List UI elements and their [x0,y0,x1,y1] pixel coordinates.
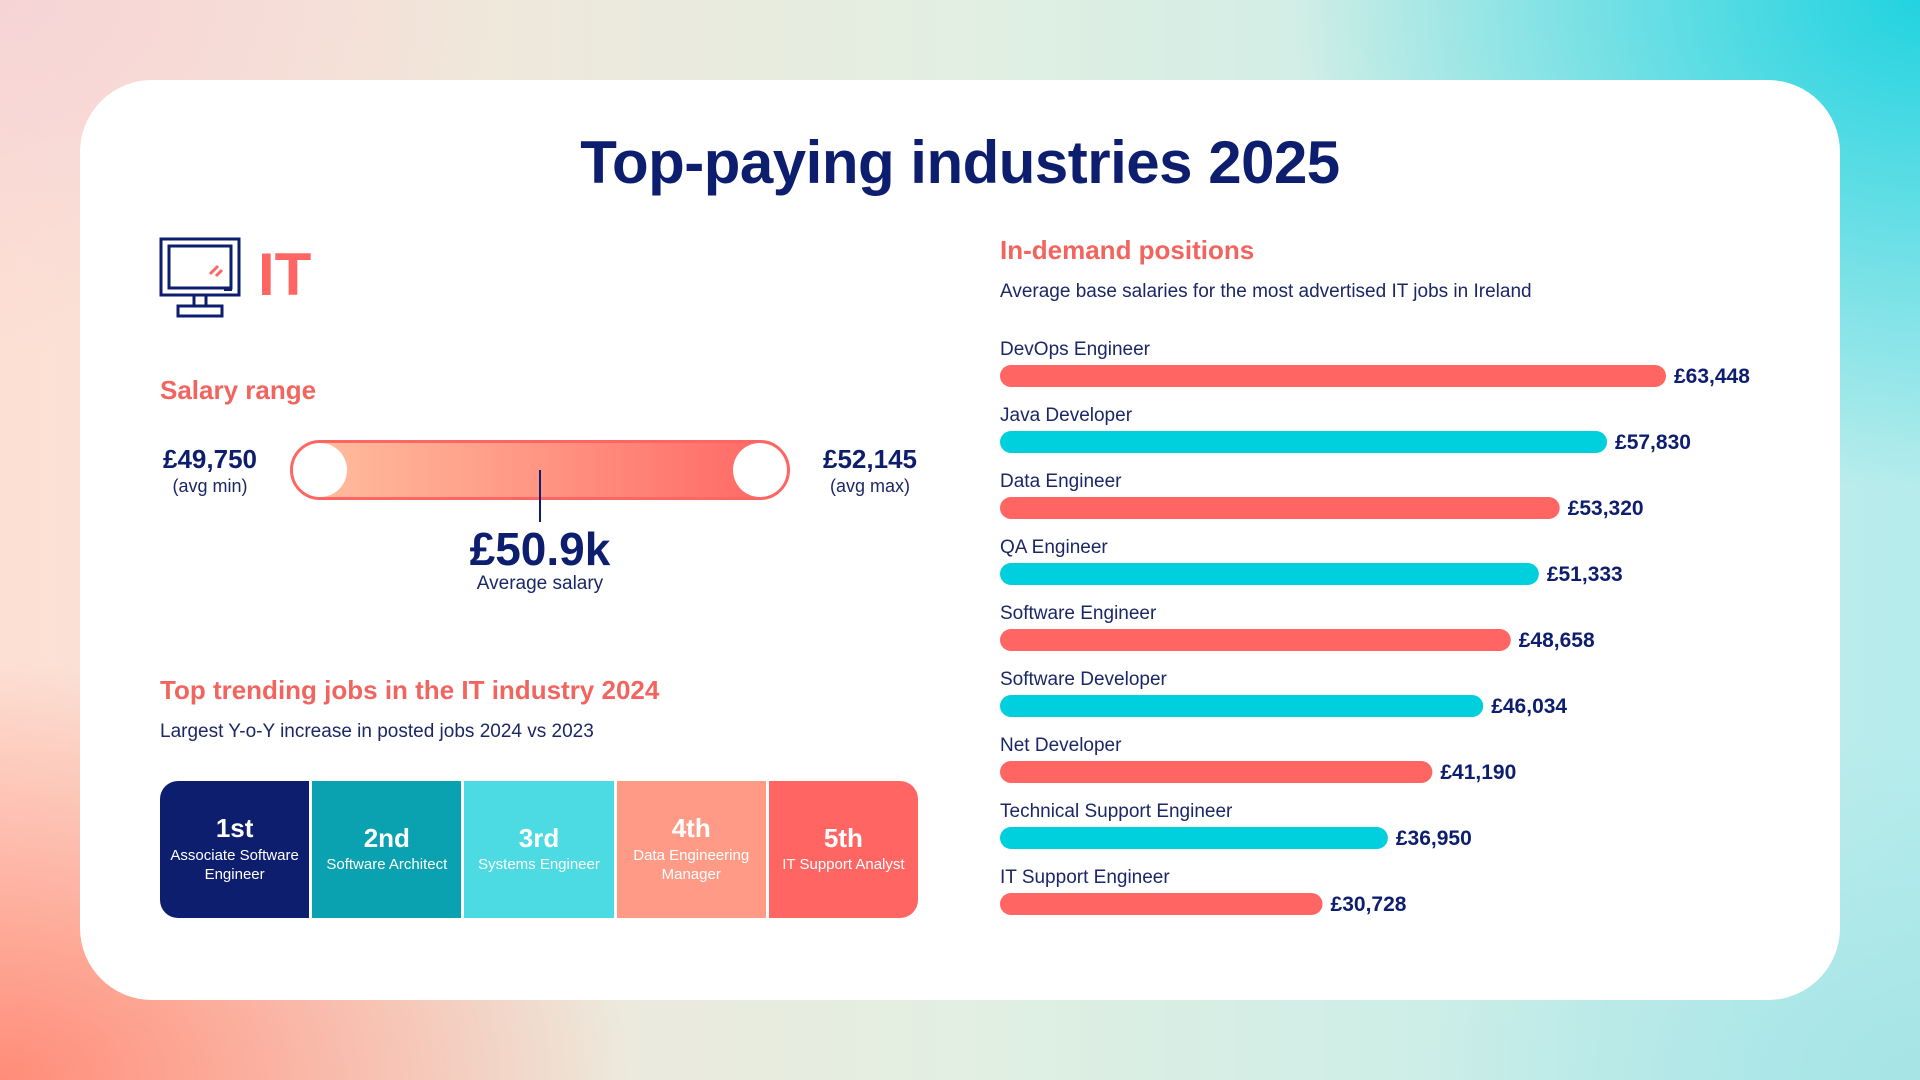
trending-rank: 5th [823,822,863,853]
range-min-handle [293,443,347,497]
average-marker [539,470,541,522]
salary-bar [1000,365,1666,387]
average-salary-value: £50.9k [469,523,611,575]
bar-category-label: IT Support Engineer [1000,867,1170,888]
industry-name: IT [258,241,312,308]
trending-job: Software Architect [326,856,448,874]
bar-value-label: £46,034 [1491,695,1567,718]
average-salary-label: Average salary [476,573,604,594]
bar-value-label: £30,728 [1331,893,1407,916]
bar-category-label: Technical Support Engineer [1000,801,1233,822]
salary-bar [1000,629,1511,651]
bar-category-label: Net Developer [1000,735,1122,756]
salary-bar [1000,761,1433,783]
salary-bar [1000,827,1388,849]
trending-item: 2nd Software Architect [312,781,462,918]
trending-job: Associate Software Engineer [170,847,299,883]
bar-value-label: £51,333 [1547,563,1623,586]
infographic-card: Top-paying industries 2025 IT Salary ran… [80,80,1840,1000]
range-max-handle [733,443,787,497]
salary-bar [1000,893,1323,915]
trending-rank: 4th [671,813,711,844]
salary-min-value: £49,750 [163,444,257,474]
in-demand-heading: In-demand positions [1000,235,1255,265]
bar-value-label: £53,320 [1568,497,1644,520]
computer-monitor-icon [159,237,241,318]
bar-category-label: Data Engineer [1000,471,1122,492]
trending-job: Systems Engineer [478,856,600,874]
salary-max-label: (avg max) [829,476,910,496]
bar-category-label: Software Developer [1000,669,1168,690]
bar-value-label: £63,448 [1674,365,1750,388]
salary-bar [1000,497,1560,519]
trending-ranking: 1st Associate Software Engineer 2nd Softwar… [160,781,918,918]
bar-value-label: £57,830 [1615,431,1691,454]
in-demand-chart: DevOps Engineer £63,448 Java Developer £57,… [1000,335,1800,955]
trending-rank: 1st [215,813,254,844]
salary-bar [1000,563,1539,585]
trending-rank: 3rd [518,822,560,853]
bar-category-label: DevOps Engineer [1000,339,1151,360]
trending-rank: 2nd [363,822,410,853]
trending-heading: Top trending jobs in the IT industry 202… [160,675,660,705]
salary-max-value: £52,145 [823,444,917,474]
trending-subheading: Largest Y-o-Y increase in posted jobs 20… [160,721,594,742]
bar-value-label: £41,190 [1440,761,1516,784]
trending-job: IT Support Analyst [782,856,905,874]
bar-category-label: Software Engineer [1000,603,1157,624]
bar-value-label: £48,658 [1519,629,1595,652]
bar-category-label: QA Engineer [1000,537,1108,558]
salary-range-heading: Salary range [160,375,317,405]
salary-bar [1000,431,1608,453]
trending-job: Data Engineering Manager [633,847,750,883]
trending-item: 1st Associate Software Engineer [160,781,310,918]
bar-value-label: £36,950 [1396,827,1472,850]
salary-min-label: (avg min) [172,476,248,496]
salary-bar-chart: DevOps Engineer £63,448 Java Developer £57,… [1000,339,1750,916]
trending-item: 5th IT Support Analyst [768,781,918,918]
page-title: Top-paying industries 2025 [580,129,1340,196]
bar-category-label: Java Developer [1000,405,1133,426]
in-demand-subheading: Average base salaries for the most adver… [1000,281,1532,302]
trending-item: 4th Data Engineering Manager [616,781,766,918]
trending-item: 3rd Systems Engineer [464,781,614,918]
salary-bar [1000,695,1484,717]
